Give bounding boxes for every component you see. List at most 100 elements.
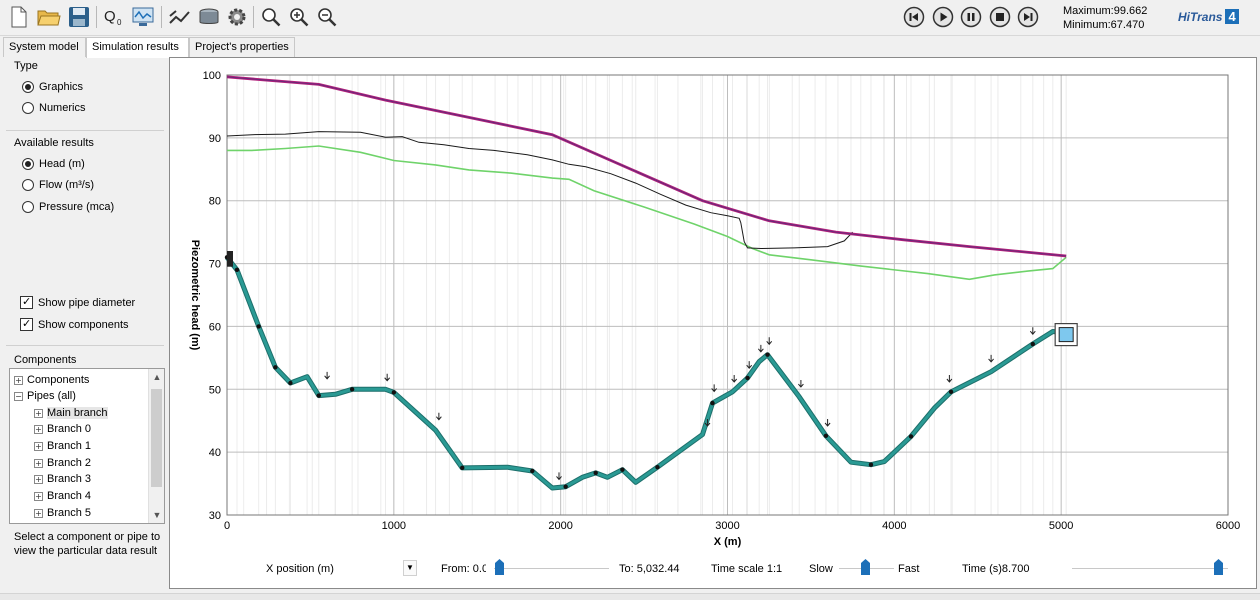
zoom-icon[interactable] (258, 4, 284, 30)
pump-station-icon[interactable] (196, 4, 222, 30)
tree-item-branch-0[interactable]: + Branch 0 (34, 421, 91, 437)
new-file-icon[interactable] (6, 4, 32, 30)
air-valve-icon[interactable] (704, 419, 711, 427)
component-node[interactable] (316, 393, 321, 398)
air-valve-icon[interactable] (1029, 327, 1036, 336)
component-node[interactable] (1030, 341, 1036, 347)
upstream-component-icon[interactable] (227, 251, 233, 267)
scroll-down-icon[interactable]: ▼ (152, 510, 162, 520)
monitor-icon[interactable] (130, 4, 156, 30)
component-node[interactable] (460, 465, 465, 471)
air-valve-icon[interactable] (324, 371, 330, 380)
component-node[interactable] (256, 324, 261, 329)
component-node[interactable] (563, 484, 568, 489)
expand-icon[interactable]: + (34, 474, 43, 484)
air-valve-icon[interactable] (946, 375, 953, 383)
component-node[interactable] (288, 380, 293, 386)
air-valve-icon[interactable] (711, 384, 718, 393)
component-node[interactable] (745, 375, 750, 381)
radio-button[interactable] (22, 102, 34, 114)
air-valve-icon[interactable] (757, 344, 764, 353)
air-valve-icon[interactable] (824, 419, 831, 427)
tree-item-branch-1[interactable]: + Branch 1 (34, 438, 91, 454)
tree-item-branch-3[interactable]: + Branch 3 (34, 471, 91, 487)
skip-to-start-icon[interactable] (901, 4, 927, 30)
tab-system-model[interactable]: System model (3, 37, 86, 57)
from-slider-thumb[interactable] (495, 559, 504, 575)
component-node[interactable] (765, 352, 770, 357)
component-node[interactable] (868, 462, 874, 467)
component-node[interactable] (710, 400, 715, 406)
tree-item-components[interactable]: + Components (14, 372, 89, 388)
expand-icon[interactable]: + (34, 458, 43, 468)
component-node[interactable] (273, 365, 278, 370)
component-node[interactable] (391, 390, 397, 395)
tab-simulation-results[interactable]: Simulation results (86, 37, 189, 58)
checkbox[interactable] (20, 317, 33, 331)
tree-item-branch-2[interactable]: + Branch 2 (34, 455, 91, 471)
checkbox-show-components[interactable]: Show components (20, 317, 129, 331)
time-slider-track[interactable] (1072, 568, 1228, 569)
radio-graphics[interactable]: Graphics (22, 81, 83, 93)
settings-gear-icon[interactable] (224, 4, 250, 30)
radio-pressure[interactable]: Pressure (mca) (22, 201, 114, 213)
zoom-out-icon[interactable] (314, 4, 340, 30)
component-node[interactable] (620, 467, 625, 472)
skip-to-end-icon[interactable] (1015, 4, 1041, 30)
open-folder-icon[interactable] (36, 4, 62, 30)
expand-icon[interactable]: + (14, 375, 23, 385)
play-icon[interactable] (930, 4, 956, 30)
tree-item-main-branch[interactable]: + Main branch (34, 405, 108, 421)
component-node[interactable] (948, 389, 954, 394)
speed-slider-thumb[interactable] (861, 559, 870, 575)
reservoir-icon[interactable] (1058, 327, 1074, 343)
expand-icon[interactable]: + (34, 441, 43, 451)
range-slider-track[interactable] (494, 568, 609, 569)
pipe-profile-line[interactable] (225, 256, 1067, 490)
tree-item-pipes-all[interactable]: − Pipes (all) (14, 388, 76, 404)
tree-item-branch-5[interactable]: + Branch 5 (34, 505, 91, 521)
tree-item-branch-4[interactable]: + Branch 4 (34, 488, 91, 504)
air-valve-icon[interactable] (384, 373, 391, 382)
stop-icon[interactable] (987, 4, 1013, 30)
time-slider-thumb[interactable] (1214, 559, 1223, 575)
air-valve-icon[interactable] (746, 361, 753, 369)
air-valve-icon[interactable] (766, 337, 773, 346)
component-node[interactable] (530, 468, 535, 474)
pause-icon[interactable] (958, 4, 984, 30)
component-node[interactable] (908, 434, 914, 439)
radio-head[interactable]: Head (m) (22, 158, 85, 170)
scroll-thumb[interactable] (151, 389, 162, 487)
air-valve-icon[interactable] (556, 472, 562, 481)
radio-button[interactable] (22, 201, 34, 213)
zoom-in-icon[interactable] (286, 4, 312, 30)
components-tree[interactable]: + Components − Pipes (all) + Main branch + B… (9, 368, 165, 524)
component-node[interactable] (593, 470, 598, 476)
air-valve-icon[interactable] (731, 375, 738, 383)
save-icon[interactable] (66, 4, 92, 30)
scroll-up-icon[interactable]: ▲ (152, 372, 162, 382)
component-node[interactable] (655, 465, 660, 470)
radio-button[interactable] (22, 179, 34, 191)
radio-flow[interactable]: Flow (m³/s) (22, 179, 94, 191)
tab-projects-properties[interactable]: Project's properties (189, 37, 295, 57)
component-node[interactable] (349, 387, 355, 392)
collapse-icon[interactable]: − (14, 391, 23, 401)
pipe-route-icon[interactable] (167, 4, 193, 30)
air-valve-icon[interactable] (435, 412, 442, 421)
component-node[interactable] (234, 267, 240, 273)
current-head-line[interactable] (226, 131, 853, 250)
x-position-dropdown-icon[interactable]: ▼ (403, 560, 417, 576)
air-valve-icon[interactable] (988, 354, 994, 363)
checkbox[interactable] (20, 295, 33, 309)
max-head-envelope[interactable] (226, 75, 1067, 258)
radio-numerics[interactable]: Numerics (22, 102, 85, 114)
radio-button[interactable] (22, 158, 34, 170)
tree-scrollbar[interactable]: ▲ ▼ (148, 369, 164, 523)
expand-icon[interactable]: + (34, 424, 43, 434)
radio-button[interactable] (22, 81, 34, 93)
min-head-envelope[interactable] (227, 145, 1067, 281)
expand-icon[interactable]: + (34, 508, 43, 518)
